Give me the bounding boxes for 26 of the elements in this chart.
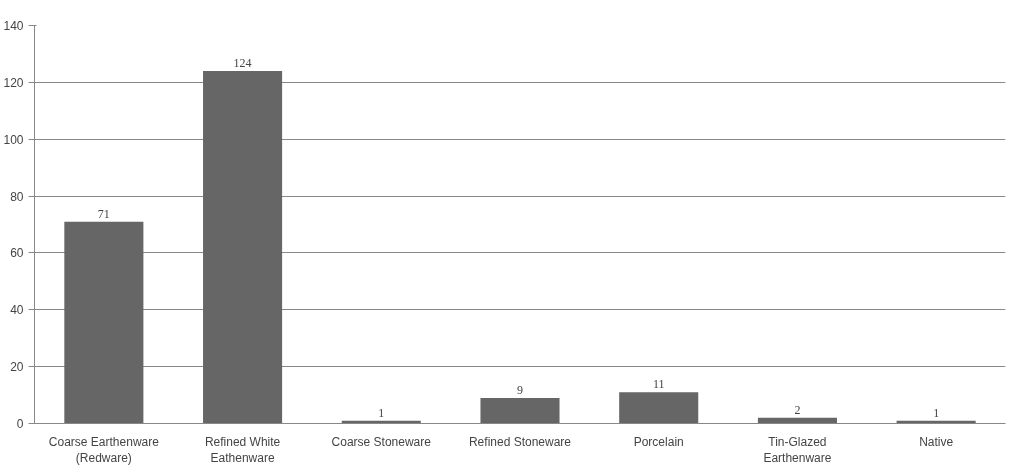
bar — [203, 70, 283, 424]
y-tick-label: 100 — [3, 132, 24, 147]
bar — [64, 221, 144, 424]
data-label: 1 — [933, 405, 940, 420]
y-tick-label: 120 — [3, 75, 24, 90]
x-tick-label: Coarse Earthenware (Redware) — [48, 434, 160, 466]
x-tick-label: Porcelain — [633, 434, 684, 449]
x-tick-label: Coarse Stoneware — [331, 434, 432, 449]
x-tick-label: Native — [919, 434, 954, 449]
data-label: 71 — [97, 206, 110, 221]
x-tick-label: Tin-Glazed Earthenware — [763, 434, 832, 466]
data-label: 124 — [233, 55, 252, 70]
data-label: 9 — [517, 382, 523, 397]
x-tick-label: Refined Stoneware — [468, 434, 572, 449]
y-tick-label: 0 — [16, 417, 24, 431]
data-label: 11 — [652, 377, 665, 392]
bar — [619, 392, 699, 424]
y-tick-label: 80 — [10, 189, 24, 204]
x-tick-label: Refined White Eathenware — [204, 434, 281, 466]
data-label: 2 — [794, 402, 801, 417]
y-tick-label: 20 — [10, 360, 24, 375]
y-tick-label: 40 — [10, 303, 24, 318]
bar — [480, 397, 560, 424]
data-label: 1 — [378, 405, 385, 420]
y-tick-label: 140 — [3, 19, 24, 33]
y-tick-label: 60 — [10, 246, 24, 261]
